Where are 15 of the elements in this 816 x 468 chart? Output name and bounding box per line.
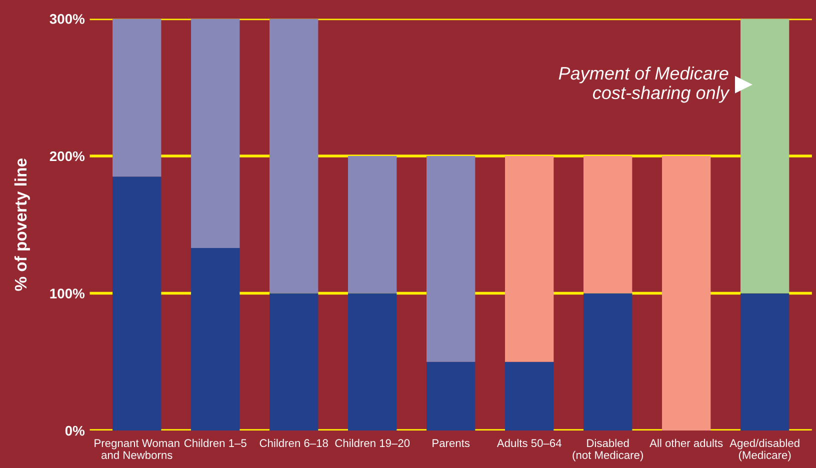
y-tick-label: 200% [50,151,85,162]
x-tick-label: Parents [432,439,470,448]
x-tick-label: Pregnant Woman and Newborns [94,439,180,460]
x-tick-label: Children 1–5 [184,438,246,448]
y-tick-label: 100% [50,288,85,298]
y-tick-label: 300% [50,14,85,24]
x-tick-label: Disabled (not Medicare) [572,438,643,462]
annotation: Payment of Medicare cost-sharing only [558,66,730,103]
x-tick-label: Children 19–20 [335,438,410,448]
y-tick-label: 0% [65,426,85,436]
x-tick-label: Aged/disabled (Medicare) [730,438,800,462]
x-tick-label: Children 6–18 [260,438,328,448]
y-axis-title: % of poverty line [14,158,30,291]
x-tick-label: Adults 50–64 [496,438,562,448]
x-tick-label: All other adults [650,438,723,448]
